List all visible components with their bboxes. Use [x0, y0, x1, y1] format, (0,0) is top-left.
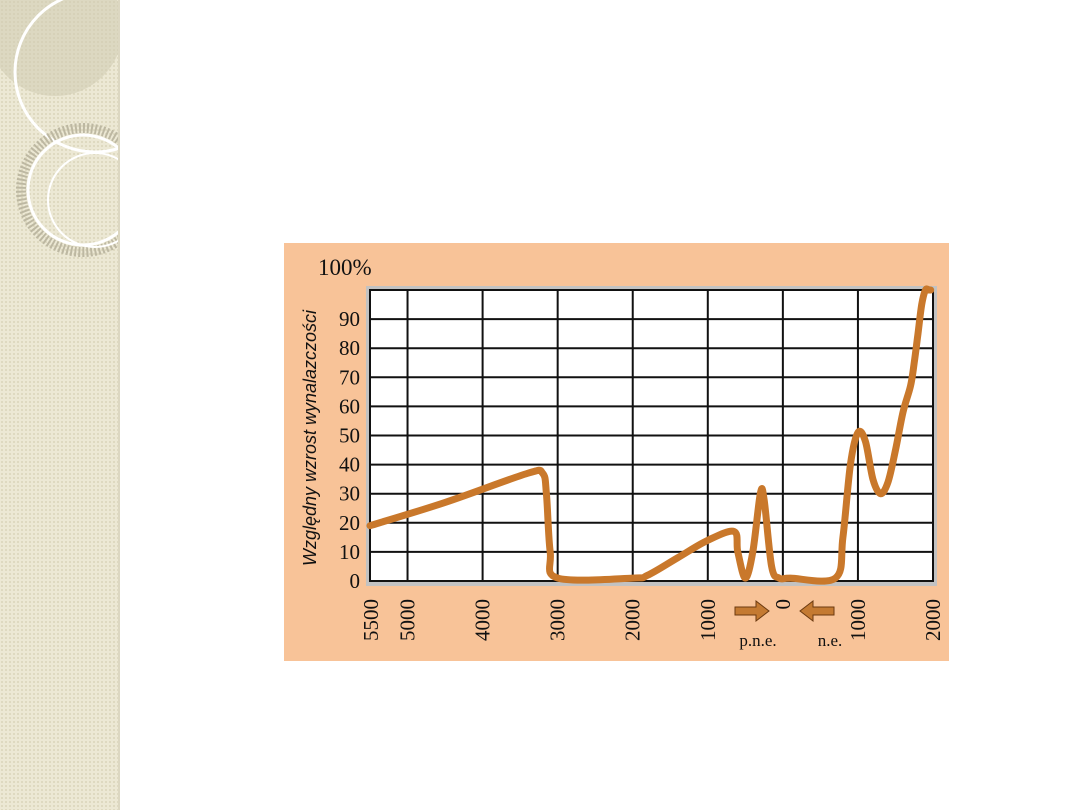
x-tick-label: 2000 [921, 599, 945, 641]
x-tick-label: 2000 [621, 599, 645, 641]
ad-arrow-icon [799, 599, 835, 623]
x-tick-label: 4000 [471, 599, 495, 641]
y-tick-label: 70 [339, 365, 360, 389]
y-axis-label: Względny wzrost wynalazczości [300, 309, 320, 566]
x-tick-label: 5000 [396, 599, 420, 641]
y-axis-top-label: 100% [318, 255, 372, 280]
series-line [366, 285, 935, 585]
x-tick-label: 5500 [359, 599, 383, 641]
x-tick-labels: 5500 5000 4000 3000 2000 1000 0 1000 2000 [359, 599, 945, 641]
y-tick-label: 90 [339, 307, 360, 331]
y-tick-label: 10 [339, 540, 360, 564]
decorative-sidebar [0, 0, 120, 810]
y-tick-label: 80 [339, 336, 360, 360]
bc-label: p.n.e. [739, 631, 776, 650]
x-tick-label: 1000 [696, 599, 720, 641]
x-tick-label: 0 [771, 599, 795, 610]
bc-arrow-icon [734, 599, 770, 623]
chart-panel: 0 10 20 30 40 50 60 70 80 90 5500 5000 4000 3000 2000… [284, 243, 949, 661]
y-tick-labels: 0 10 20 30 40 50 60 70 80 90 [339, 307, 360, 593]
x-tick-label: 3000 [546, 599, 570, 641]
y-tick-label: 30 [339, 482, 360, 506]
gridlines [369, 289, 934, 582]
decorative-circles-icon [0, 0, 120, 257]
plot-border [369, 289, 934, 582]
y-tick-label: 40 [339, 453, 360, 477]
y-tick-label: 0 [350, 569, 361, 593]
x-tick-label: 1000 [846, 599, 870, 641]
y-tick-label: 60 [339, 394, 360, 418]
y-tick-label: 50 [339, 424, 360, 448]
ad-label: n.e. [818, 631, 843, 650]
y-tick-label: 20 [339, 511, 360, 535]
invention-growth-chart: 0 10 20 30 40 50 60 70 80 90 5500 5000 4000 3000 2000… [300, 255, 945, 650]
